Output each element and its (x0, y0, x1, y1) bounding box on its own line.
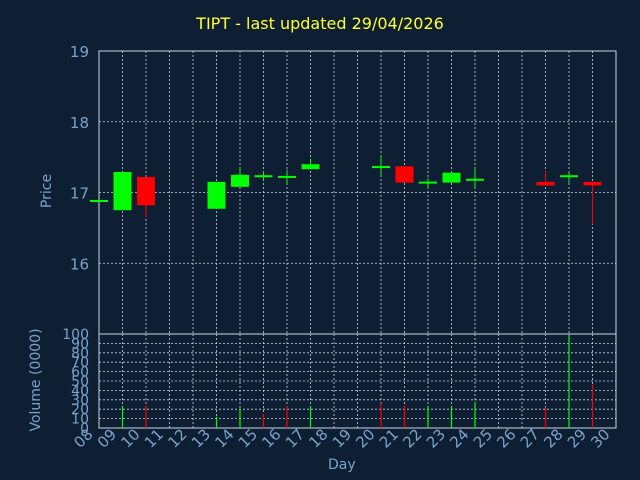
candle-body (560, 175, 578, 178)
price-tick-label: 18 (70, 114, 89, 132)
volume-tick-label: 40 (71, 383, 89, 399)
candle-body (278, 175, 296, 178)
x-tick-label: 22 (399, 425, 425, 451)
candle-body (536, 181, 555, 186)
candle-body (583, 181, 602, 186)
x-tick-label: 16 (258, 425, 284, 451)
candle-body (254, 175, 273, 178)
x-tick-label: 18 (305, 425, 331, 451)
x-tick-label: 15 (235, 425, 261, 451)
candle-body (395, 166, 414, 183)
price-tick-label: 16 (70, 255, 89, 273)
x-tick-label: 12 (164, 425, 190, 451)
x-tick-label: 29 (564, 425, 590, 451)
x-tick-label: 14 (211, 425, 237, 451)
x-tick-label: 25 (470, 425, 496, 451)
candle-body (301, 164, 320, 170)
x-tick-label: 30 (587, 425, 613, 451)
candle-body (466, 178, 484, 181)
volume-tick-label: 20 (71, 402, 89, 418)
volume-tick-label: 60 (71, 365, 89, 381)
x-tick-label: 13 (188, 425, 214, 451)
x-tick-label: 11 (141, 425, 167, 451)
x-tick-label: 20 (352, 425, 378, 451)
x-tick-label: 26 (493, 425, 519, 451)
volume-tick-label: 70 (71, 355, 89, 371)
x-tick-label: 21 (376, 425, 402, 451)
x-tick-label: 09 (94, 425, 120, 451)
chart-title: TIPT - last updated 29/04/2026 (196, 14, 444, 33)
candle-body (90, 199, 108, 202)
volume-tick-label: 10 (71, 412, 89, 428)
x-tick-label: 17 (282, 425, 308, 451)
x-tick-label: 27 (517, 425, 543, 451)
volume-tick-label: 0 (80, 421, 89, 437)
volume-tick-label: 100 (62, 327, 89, 343)
x-axis-label: Day (328, 457, 356, 473)
price-tick-label: 17 (70, 185, 89, 203)
x-tick-label: 23 (423, 425, 449, 451)
x-tick-label: 19 (329, 425, 355, 451)
candle-body (442, 172, 461, 183)
volume-tick-label: 80 (71, 346, 89, 362)
x-tick-label: 10 (117, 425, 143, 451)
volume-tick-label: 90 (71, 336, 89, 352)
candle-body (231, 174, 249, 187)
candle-body (372, 166, 390, 169)
price-tick-label: 19 (70, 43, 89, 61)
volume-tick-label: 50 (71, 374, 89, 390)
x-tick-label: 28 (540, 425, 566, 451)
x-tick-label: 24 (446, 425, 472, 451)
x-tick-label: 08 (70, 425, 96, 451)
candle-body (137, 176, 155, 206)
volume-panel-frame (98, 333, 617, 429)
candle-body (419, 181, 437, 184)
candle-body (113, 171, 132, 211)
volume-tick-label: 30 (71, 393, 89, 409)
candle-body (207, 181, 226, 209)
